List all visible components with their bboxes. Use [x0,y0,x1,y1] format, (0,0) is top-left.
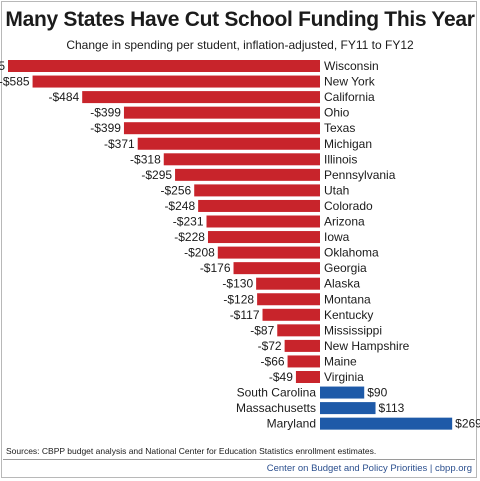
bar-mississippi [277,324,320,337]
category-label-wisconsin: Wisconsin [324,59,379,73]
bar-colorado [198,199,320,212]
bar-massachusetts [320,402,376,415]
category-label-maryland: Maryland [267,417,316,431]
value-label-kentucky: -$117 [230,308,260,322]
bar-california [82,91,320,104]
footer-credit: Center on Budget and Policy Priorities |… [266,463,472,474]
bar-maryland [320,417,453,430]
value-label-illinois: -$318 [130,152,161,166]
bar-arizona [206,215,320,228]
value-label-new-hampshire: -$72 [258,339,282,353]
bar-iowa [207,231,320,244]
category-label-california: California [324,90,375,104]
bar-illinois [163,153,320,166]
bar-alaska [256,277,320,290]
category-label-virginia: Virginia [324,370,364,384]
category-label-alaska: Alaska [324,277,360,291]
chart-subtitle: Change in spending per student, inflatio… [66,38,414,52]
value-label-arizona: -$231 [173,215,204,229]
category-label-pennsylvania: Pennsylvania [324,168,396,182]
category-label-massachusetts: Massachusetts [236,401,316,415]
value-label-iowa: -$228 [174,230,205,244]
value-label-mississippi: -$87 [250,323,274,337]
category-label-michigan: Michigan [324,137,372,151]
value-label-pennsylvania: -$295 [141,168,172,182]
category-label-south-carolina: South Carolina [237,386,317,400]
value-label-alaska: -$130 [222,277,253,291]
bar-maine [287,355,320,368]
value-label-maine: -$66 [261,354,285,368]
bar-pennsylvania [175,168,320,181]
value-label-maryland: $269 [455,417,480,431]
category-label-montana: Montana [324,292,371,306]
value-label-montana: -$128 [223,292,254,306]
category-label-colorado: Colorado [324,199,373,213]
bar-new-hampshire [284,339,320,352]
value-label-oklahoma: -$208 [184,246,215,260]
bar-oklahoma [217,246,320,259]
category-label-arizona: Arizona [324,215,365,229]
bar-virginia [295,371,320,383]
value-label-massachusetts: $113 [379,401,405,415]
bar-kentucky [262,308,320,321]
category-label-ohio: Ohio [324,106,350,120]
value-label-texas: -$399 [90,121,121,135]
sources-note: Sources: CBPP budget analysis and Nation… [6,446,377,456]
chart-title: Many States Have Cut School Funding This… [5,8,475,31]
bar-wisconsin [8,60,320,72]
value-label-virginia: -$49 [269,370,293,384]
category-label-new-york: New York [324,75,376,89]
value-label-ohio: -$399 [90,106,121,120]
category-label-new-hampshire: New Hampshire [324,339,410,353]
bar-south-carolina [320,386,365,399]
value-label-georgia: -$176 [200,261,231,275]
value-label-michigan: -$371 [104,137,135,151]
value-label-california: -$484 [48,90,79,104]
value-label-south-carolina: $90 [367,386,387,400]
bar-texas [123,122,320,135]
category-label-georgia: Georgia [324,261,367,275]
category-label-mississippi: Mississippi [324,323,382,337]
bar-utah [194,184,320,197]
bar-michigan [137,137,320,150]
category-label-iowa: Iowa [324,230,350,244]
category-label-maine: Maine [324,354,357,368]
category-label-oklahoma: Oklahoma [324,246,379,260]
value-label-colorado: -$248 [164,199,195,213]
footer-divider [3,459,475,460]
bar-georgia [233,262,320,275]
category-label-texas: Texas [324,121,355,135]
bar-ohio [123,106,320,119]
bar-montana [257,293,320,306]
value-label-new-york: -$585 [0,75,30,89]
category-label-utah: Utah [324,183,349,197]
category-label-kentucky: Kentucky [324,308,373,322]
bar-new-york [32,75,321,88]
category-label-illinois: Illinois [324,152,357,166]
value-label-utah: -$256 [161,183,192,197]
value-label-wisconsin: -$635 [0,59,5,73]
